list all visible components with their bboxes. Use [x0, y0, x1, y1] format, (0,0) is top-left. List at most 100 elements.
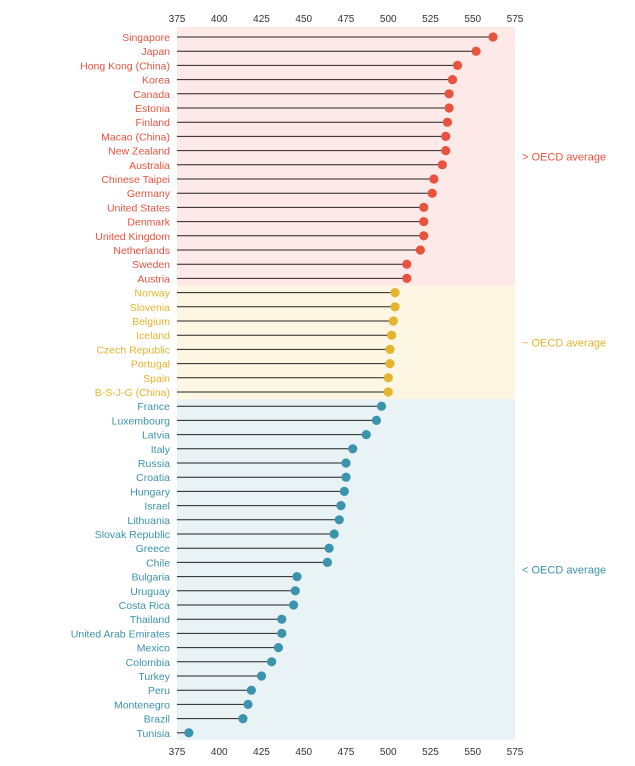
country-label: Singapore [122, 32, 170, 44]
lollipop-dot [277, 628, 287, 639]
lollipop-dot [441, 146, 451, 156]
data-row: Slovak Republic [95, 529, 339, 541]
lollipop-dot [419, 217, 429, 227]
country-label: Uruguay [130, 586, 170, 598]
country-label: Austria [137, 273, 170, 285]
country-label: Croatia [136, 472, 170, 484]
country-label: Slovenia [130, 302, 170, 314]
data-row: Japan [141, 46, 481, 58]
data-row: Germany [127, 188, 437, 200]
x-tick-top: 550 [464, 14, 481, 25]
lollipop-dot [273, 643, 283, 653]
lollipop-dot [385, 359, 395, 369]
country-label: Spain [143, 373, 170, 385]
data-row: Sweden [132, 259, 412, 271]
country-label: Canada [133, 89, 170, 101]
lollipop-dot [402, 273, 412, 283]
data-row: Iceland [136, 330, 397, 342]
country-label: Portugal [131, 359, 170, 371]
lollipop-dot [290, 586, 300, 596]
x-tick-top: 400 [211, 14, 228, 25]
country-label: Bulgaria [131, 572, 170, 584]
data-row: Turkey [138, 671, 267, 683]
lollipop-dot [429, 174, 439, 184]
country-label: United Arab Emirates [71, 628, 170, 640]
data-row: Korea [142, 75, 458, 87]
country-label: Chinese Taipei [101, 174, 170, 186]
data-row: Uruguay [130, 586, 300, 598]
data-row: Montenegro [114, 699, 253, 711]
data-row: Estonia [135, 103, 454, 115]
lollipop-dot [341, 472, 351, 482]
data-row: Czech Republic [96, 344, 395, 356]
data-row: Canada [133, 89, 454, 101]
lollipop-dot [452, 60, 463, 70]
lollipop-dot [447, 75, 458, 85]
x-tick-bottom: 375 [169, 747, 186, 758]
lollipop-dot [402, 259, 412, 269]
country-label: Turkey [138, 671, 170, 683]
x-tick-bottom: 550 [464, 747, 481, 758]
country-label: Norway [134, 288, 170, 300]
lollipop-dot [184, 728, 194, 738]
country-label: Finland [136, 117, 171, 129]
lollipop-dot [267, 657, 277, 667]
lollipop-dot [419, 231, 429, 241]
lollipop-dot [437, 160, 447, 170]
data-row: Singapore [122, 32, 498, 44]
data-row: Peru [148, 685, 256, 697]
data-row: United Arab Emirates [71, 628, 287, 640]
country-label: Germany [127, 188, 171, 200]
lollipop-dot [376, 401, 387, 411]
data-row: Denmark [127, 217, 429, 229]
lollipop-dot [348, 444, 358, 454]
group-labels: > OECD average ~ OECD average < OECD avera… [522, 151, 606, 576]
data-row: Macao (China) [101, 131, 451, 143]
lollipop-dot [243, 699, 253, 710]
data-row: B-S-J-G (China) [95, 387, 393, 399]
lollipop-dot [371, 415, 382, 425]
lollipop-dot [444, 103, 454, 113]
data-row: Italy [151, 444, 358, 456]
country-label: Russia [138, 458, 170, 470]
country-label: Costa Rica [119, 600, 171, 612]
lollipop-dot [322, 557, 333, 568]
country-label: Lithuania [127, 515, 170, 527]
data-row: Israel [144, 501, 346, 513]
data-row: Belgium [132, 316, 398, 328]
data-row: Australia [129, 160, 447, 172]
x-axis-bottom: 375 400 425 450 475 500 525 550 575 [169, 747, 524, 758]
x-tick-top: 450 [295, 14, 312, 25]
country-label: Estonia [135, 103, 170, 115]
country-label: Tunisia [137, 728, 171, 740]
country-label: Netherlands [113, 245, 170, 257]
data-row: Chinese Taipei [101, 174, 439, 186]
data-row: Mexico [137, 643, 283, 655]
lollipop-dot [238, 714, 248, 724]
data-row: New Zealand [108, 146, 451, 158]
lollipop-dot [444, 89, 454, 99]
lollipop-dot [339, 486, 349, 496]
lollipop-dot [419, 202, 429, 212]
country-label: Macao (China) [101, 131, 170, 143]
lollipop-dot [341, 458, 351, 468]
lollipop-dot [334, 515, 344, 525]
country-label: Colombia [126, 657, 171, 669]
lollipop-dot [336, 501, 346, 511]
country-label: Brazil [144, 714, 170, 726]
lollipop-dot [387, 330, 397, 340]
lollipop-dot [488, 32, 498, 42]
country-label: Latvia [142, 430, 170, 442]
x-tick-bottom: 475 [338, 747, 355, 758]
country-label: Korea [142, 75, 170, 87]
data-row: Slovenia [130, 302, 400, 314]
country-label: B-S-J-G (China) [95, 387, 170, 399]
x-tick-top: 425 [253, 14, 270, 25]
lollipop-dot [289, 600, 299, 610]
lollipop-dot [388, 316, 398, 326]
country-label: Belgium [132, 316, 170, 328]
country-label: France [137, 401, 170, 413]
lollipop-dot [383, 387, 393, 397]
country-label: Japan [141, 46, 170, 58]
country-label: Greece [136, 543, 171, 555]
